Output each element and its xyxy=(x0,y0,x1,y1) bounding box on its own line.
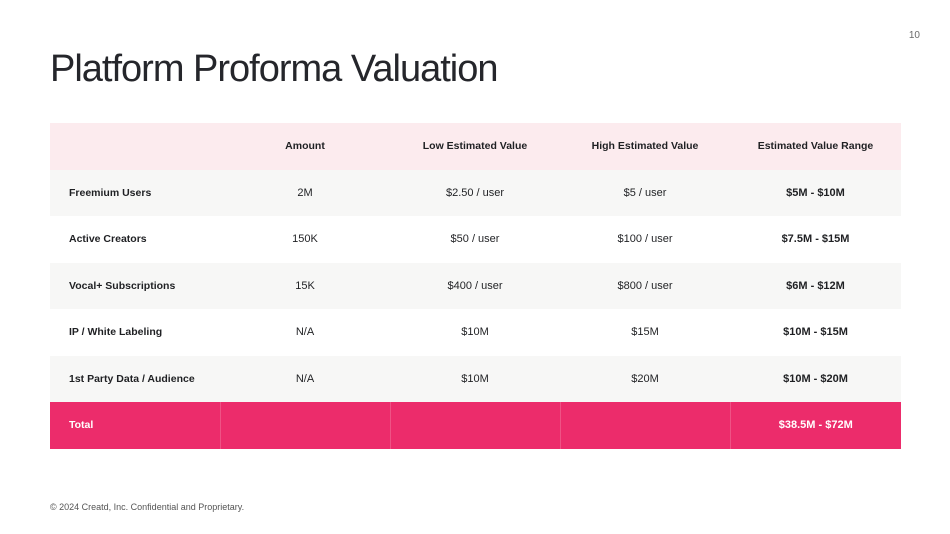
table-row: IP / White Labeling N/A $10M $15M $10M -… xyxy=(50,309,901,356)
table-cell: 2M xyxy=(297,186,313,199)
column-header xyxy=(50,123,220,170)
valuation-table: Amount Low Estimated Value High Estimate… xyxy=(50,123,901,449)
table-cell-range: $10M - $15M xyxy=(783,326,848,339)
column-header-amount: Amount xyxy=(285,140,325,153)
total-cell xyxy=(220,402,391,449)
footer-copyright: © 2024 Creatd, Inc. Confidential and Pro… xyxy=(50,502,245,512)
table-cell: $50 / user xyxy=(450,233,500,246)
table-cell: $15M xyxy=(631,326,659,339)
table-cell: $10M xyxy=(461,326,489,339)
table-cell: $400 / user xyxy=(447,279,503,292)
table-cell: 15K xyxy=(295,279,315,292)
column-header-high-value: High Estimated Value xyxy=(591,140,699,153)
table-cell: $10M xyxy=(461,372,489,385)
column-header-value-range: Estimated Value Range xyxy=(757,140,874,153)
column-header-low-value: Low Estimated Value xyxy=(422,140,528,153)
table-header-row: Amount Low Estimated Value High Estimate… xyxy=(50,123,901,170)
total-value-range: $38.5M - $72M xyxy=(778,419,853,432)
table-cell: $2.50 / user xyxy=(445,186,505,199)
row-label: 1st Party Data / Audience xyxy=(69,372,195,385)
page-title: Platform Proforma Valuation xyxy=(50,48,498,90)
table-cell: $100 / user xyxy=(617,233,673,246)
table-cell: N/A xyxy=(295,372,315,385)
row-label: Freemium Users xyxy=(69,186,152,199)
row-label: Vocal+ Subscriptions xyxy=(69,279,176,292)
total-cell xyxy=(560,402,731,449)
row-label: Active Creators xyxy=(69,233,147,246)
table-cell-range: $7.5M - $15M xyxy=(781,233,850,246)
table-cell: 150K xyxy=(292,233,318,246)
table-cell: $800 / user xyxy=(617,279,673,292)
table-cell: $20M xyxy=(631,372,659,385)
total-label: Total xyxy=(50,402,221,449)
table-cell: N/A xyxy=(295,326,315,339)
table-cell: $5 / user xyxy=(623,186,667,199)
table-row: Active Creators 150K $50 / user $100 / u… xyxy=(50,216,901,263)
table-cell-range: $5M - $10M xyxy=(786,186,845,199)
table-row: Freemium Users 2M $2.50 / user $5 / user… xyxy=(50,169,901,216)
table-cell-range: $6M - $12M xyxy=(786,279,845,292)
table-row: Vocal+ Subscriptions 15K $400 / user $80… xyxy=(50,262,901,309)
table-cell-range: $10M - $20M xyxy=(783,372,848,385)
total-cell xyxy=(390,402,561,449)
total-row: Total $38.5M - $72M xyxy=(50,402,901,449)
row-label: IP / White Labeling xyxy=(69,326,163,339)
page-number: 10 xyxy=(908,30,920,41)
table-row: 1st Party Data / Audience N/A $10M $20M … xyxy=(50,355,901,402)
